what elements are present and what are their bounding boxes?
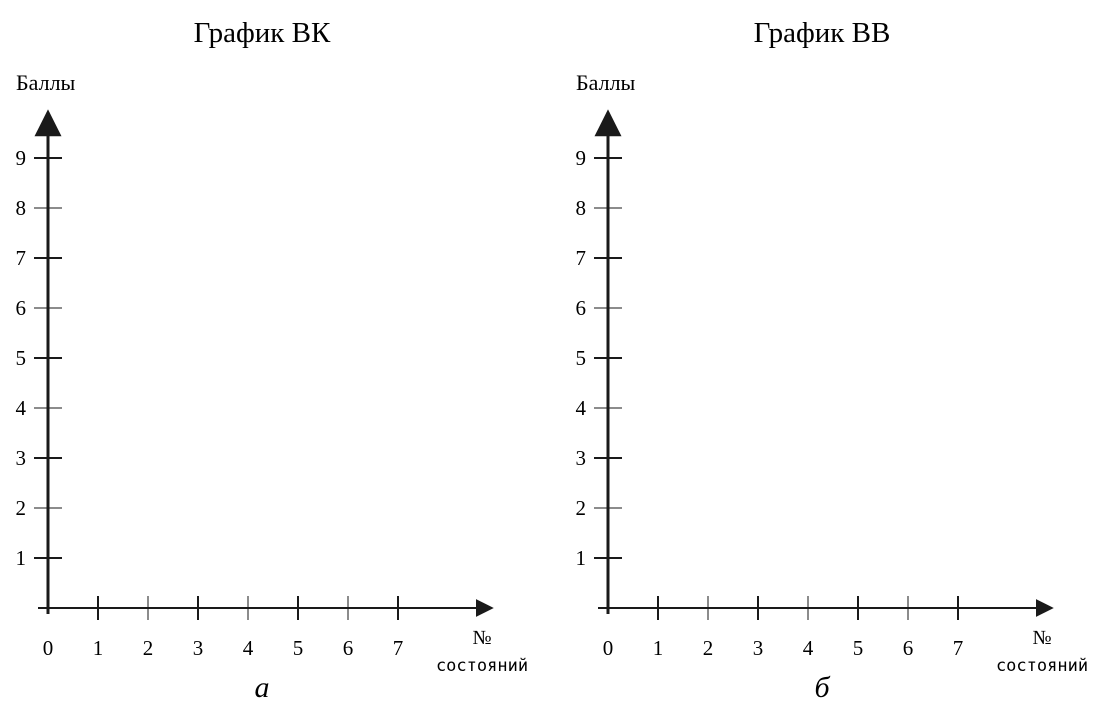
x-tick-label: 1: [93, 636, 104, 660]
x-tick-label: 6: [343, 636, 354, 660]
y-tick-label: 7: [576, 246, 587, 270]
x-axis-label: состояний: [996, 656, 1088, 676]
chart-panel-2: График ВВ Баллы 1 2 3 4 5 6 7 8 9 0 1 2 3 4 5 6 7 № состояни…: [576, 17, 1089, 704]
y-tick-label: 5: [576, 346, 587, 370]
y-tick-label: 6: [16, 296, 27, 320]
y-tick-label: 5: [16, 346, 27, 370]
y-tick-label: 9: [16, 146, 27, 170]
x-tick-label: 4: [803, 636, 814, 660]
y-tick-label: 2: [576, 496, 587, 520]
y-tick-label: 3: [576, 446, 587, 470]
x-tick-label: 7: [393, 636, 404, 660]
panel-label: б: [814, 671, 830, 704]
x-tick-label: 3: [193, 636, 204, 660]
x-tick-label: 2: [703, 636, 714, 660]
x-tick-label: 6: [903, 636, 914, 660]
x-axis-label-number-sign: №: [472, 627, 491, 649]
y-tick-label: 3: [16, 446, 27, 470]
chart-title: График ВК: [194, 17, 331, 49]
x-tick-label: 0: [43, 636, 54, 660]
y-axis-label: Баллы: [576, 70, 636, 95]
x-tick-label: 4: [243, 636, 254, 660]
y-tick-label: 9: [576, 146, 587, 170]
y-axis-label: Баллы: [16, 70, 76, 95]
y-tick-label: 6: [576, 296, 587, 320]
x-axis-label: состояний: [436, 656, 528, 676]
chart-title: График ВВ: [754, 17, 891, 49]
x-tick-label: 2: [143, 636, 154, 660]
y-tick-label: 7: [16, 246, 27, 270]
x-tick-label: 1: [653, 636, 664, 660]
y-tick-label: 4: [16, 396, 27, 420]
x-tick-label: 7: [953, 636, 964, 660]
y-tick-label: 8: [16, 196, 27, 220]
chart-panel-1: График ВК Баллы 1 2 3 4 5 6 7 8 9 0 1 2 3 4 5 6 7 № состояни…: [16, 17, 529, 704]
x-tick-label: 5: [293, 636, 304, 660]
x-axis-label-number-sign: №: [1032, 627, 1051, 649]
y-tick-label: 8: [576, 196, 587, 220]
y-tick-label: 2: [16, 496, 27, 520]
y-tick-label: 1: [16, 546, 27, 570]
y-tick-label: 4: [576, 396, 587, 420]
x-tick-label: 0: [603, 636, 614, 660]
x-tick-label: 3: [753, 636, 764, 660]
x-tick-label: 5: [853, 636, 864, 660]
panel-label: а: [255, 671, 270, 704]
y-tick-label: 1: [576, 546, 587, 570]
